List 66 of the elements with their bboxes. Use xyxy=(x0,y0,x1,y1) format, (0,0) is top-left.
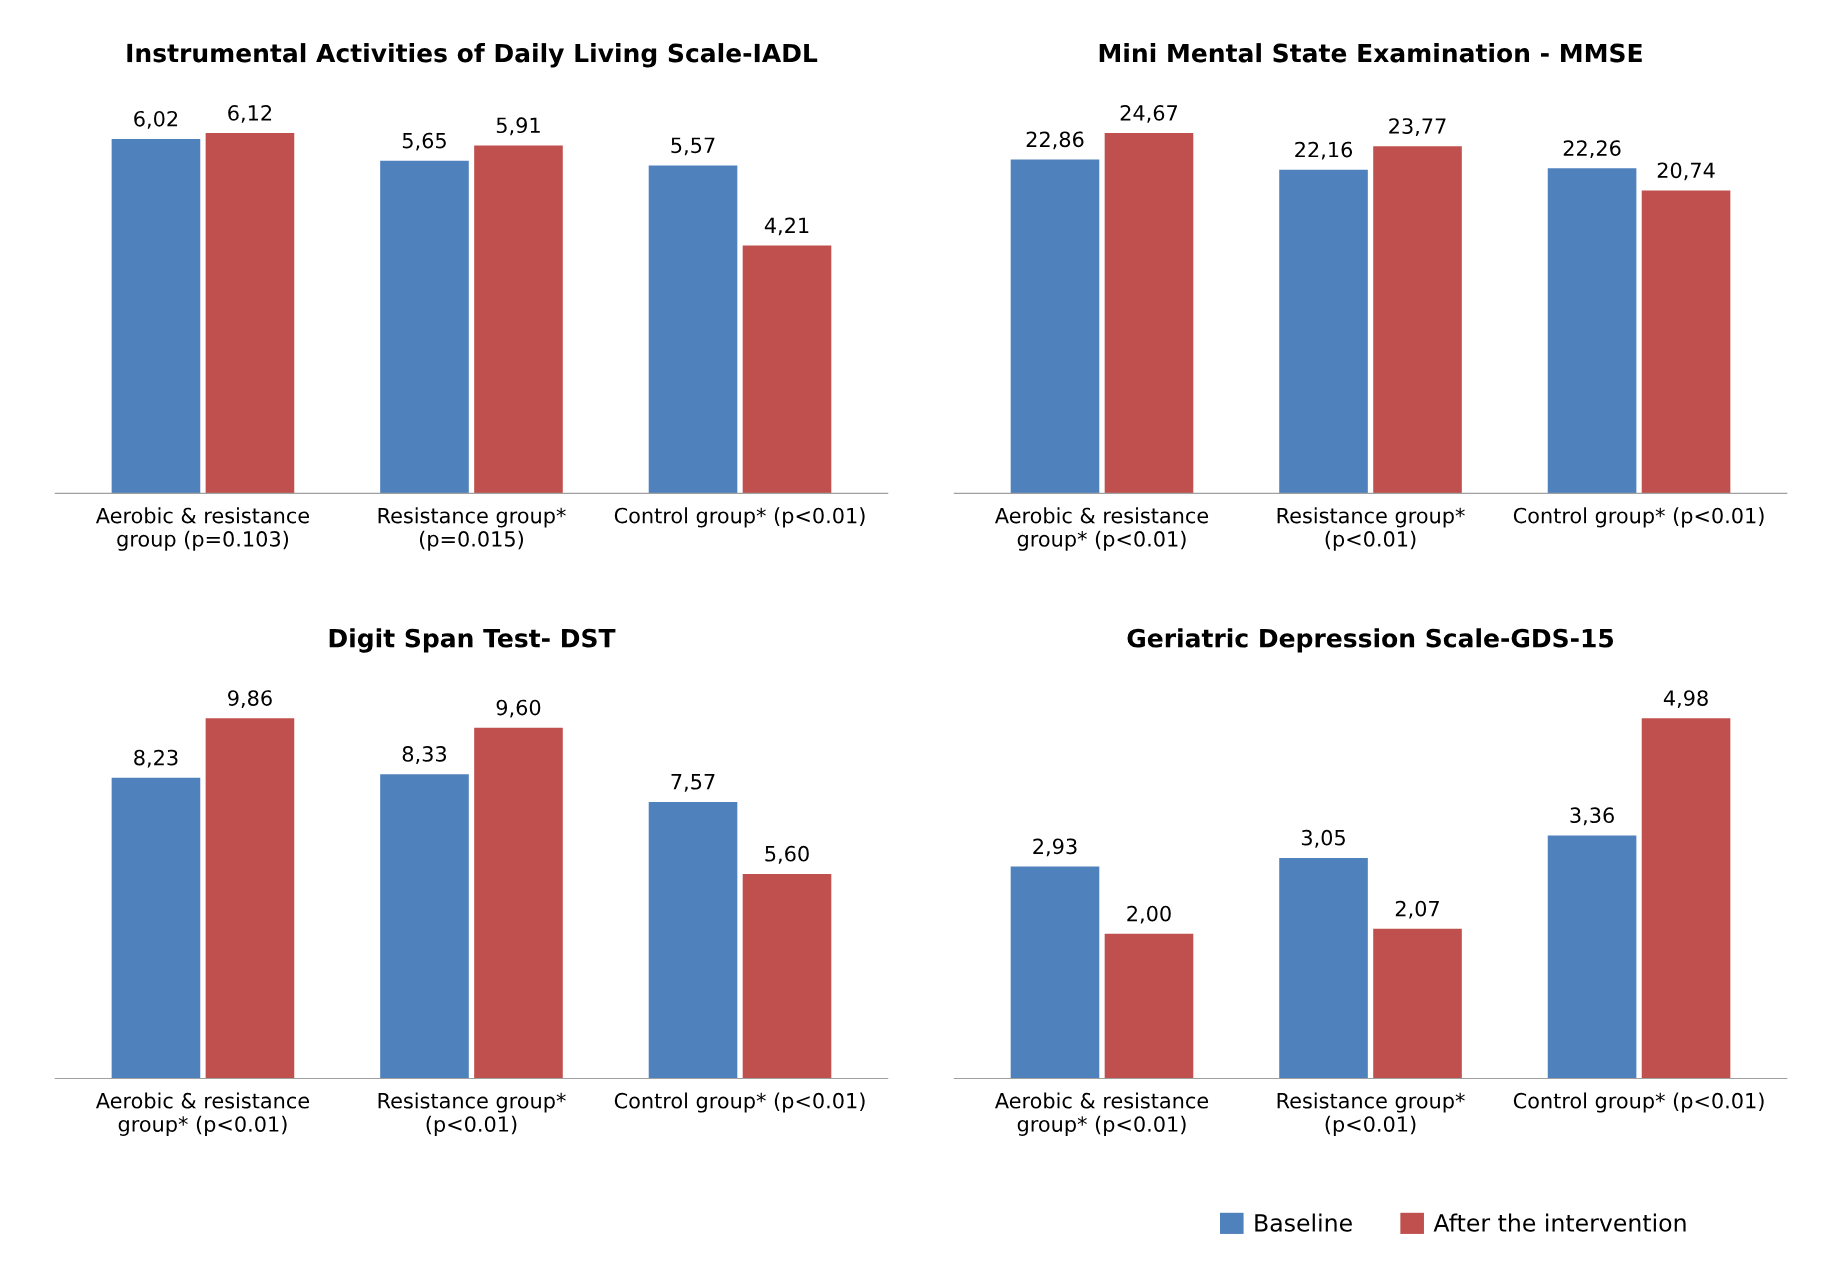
data-label: 22,26 xyxy=(1563,140,1621,159)
data-label: 3,36 xyxy=(1570,807,1614,826)
bar xyxy=(205,133,295,494)
bar xyxy=(1373,146,1462,494)
bar xyxy=(205,718,295,1079)
x-tick-label: Resistance group* (p<0.01) xyxy=(1277,507,1465,551)
bar xyxy=(1641,190,1731,494)
x-tick-label: Control group* (p<0.01) xyxy=(614,1092,865,1113)
bar xyxy=(1279,857,1368,1079)
bar xyxy=(111,777,201,1079)
data-label: 5,57 xyxy=(671,137,715,156)
bar xyxy=(380,160,469,494)
bar xyxy=(1104,133,1194,494)
bar xyxy=(1279,169,1368,494)
legend-label: Baseline xyxy=(1255,1213,1352,1232)
bar xyxy=(1547,168,1637,494)
bar xyxy=(111,139,201,494)
legend-label: After the intervention xyxy=(1433,1213,1686,1232)
bar xyxy=(1547,835,1637,1079)
data-label: 6,02 xyxy=(134,110,178,129)
data-label: 22,86 xyxy=(1026,131,1084,150)
data-label: 5,91 xyxy=(496,117,540,136)
chart-title: Instrumental Activities of Daily Living Scale-IADL xyxy=(127,43,818,68)
x-tick-label: Resistance group* (p<0.01) xyxy=(378,1092,566,1136)
x-tick-label: Resistance group* (p=0.015) xyxy=(378,507,566,551)
x-tick-label: Control group* (p<0.01) xyxy=(614,507,865,528)
x-tick-label: Resistance group* (p<0.01) xyxy=(1277,1092,1465,1136)
data-label: 5,65 xyxy=(402,132,446,151)
bar xyxy=(474,145,563,494)
bar xyxy=(1010,159,1100,494)
data-label: 4,98 xyxy=(1663,690,1708,709)
data-label: 3,05 xyxy=(1301,829,1345,848)
data-label: 20,74 xyxy=(1657,162,1715,181)
chart-title: Digit Span Test- DST xyxy=(329,628,616,653)
bar xyxy=(1104,933,1194,1079)
x-tick-label: Control group* (p<0.01) xyxy=(1513,507,1764,528)
data-label: 2,07 xyxy=(1395,900,1439,919)
data-label: 8,33 xyxy=(402,746,447,764)
bar xyxy=(1010,866,1100,1079)
data-label: 24,67 xyxy=(1120,104,1178,123)
data-label: 8,23 xyxy=(134,749,178,768)
x-tick-label: Aerobic & resistance group* (p<0.01) xyxy=(994,1092,1209,1136)
data-label: 9,86 xyxy=(228,690,272,709)
chart-title: Geriatric Depression Scale-GDS-15 xyxy=(1127,628,1614,653)
data-label: 7,57 xyxy=(671,774,715,792)
x-tick-label: Aerobic & resistance group (p=0.103) xyxy=(95,507,309,551)
bar xyxy=(648,801,738,1079)
bar xyxy=(380,774,469,1079)
bar xyxy=(742,245,832,494)
data-label: 9,60 xyxy=(496,699,541,718)
data-label: 4,21 xyxy=(764,217,809,236)
data-label: 6,12 xyxy=(228,104,272,123)
data-label: 2,93 xyxy=(1033,838,1077,857)
x-tick-label: Aerobic & resistance group* (p<0.01) xyxy=(994,507,1209,551)
bar xyxy=(1641,718,1731,1079)
chart-title: Mini Mental State Examination - MMSE xyxy=(1099,43,1642,63)
bar xyxy=(474,727,563,1079)
bar xyxy=(1373,928,1462,1079)
data-label: 2,00 xyxy=(1127,905,1171,924)
data-label: 22,16 xyxy=(1295,141,1353,160)
bar xyxy=(648,165,738,494)
x-tick-label: Aerobic & resistance group* (p<0.01) xyxy=(95,1092,309,1136)
bar xyxy=(742,873,832,1079)
data-label: 5,60 xyxy=(765,845,809,864)
x-tick-label: Control group* (p<0.01) xyxy=(1513,1092,1764,1113)
data-label: 23,77 xyxy=(1389,118,1446,137)
